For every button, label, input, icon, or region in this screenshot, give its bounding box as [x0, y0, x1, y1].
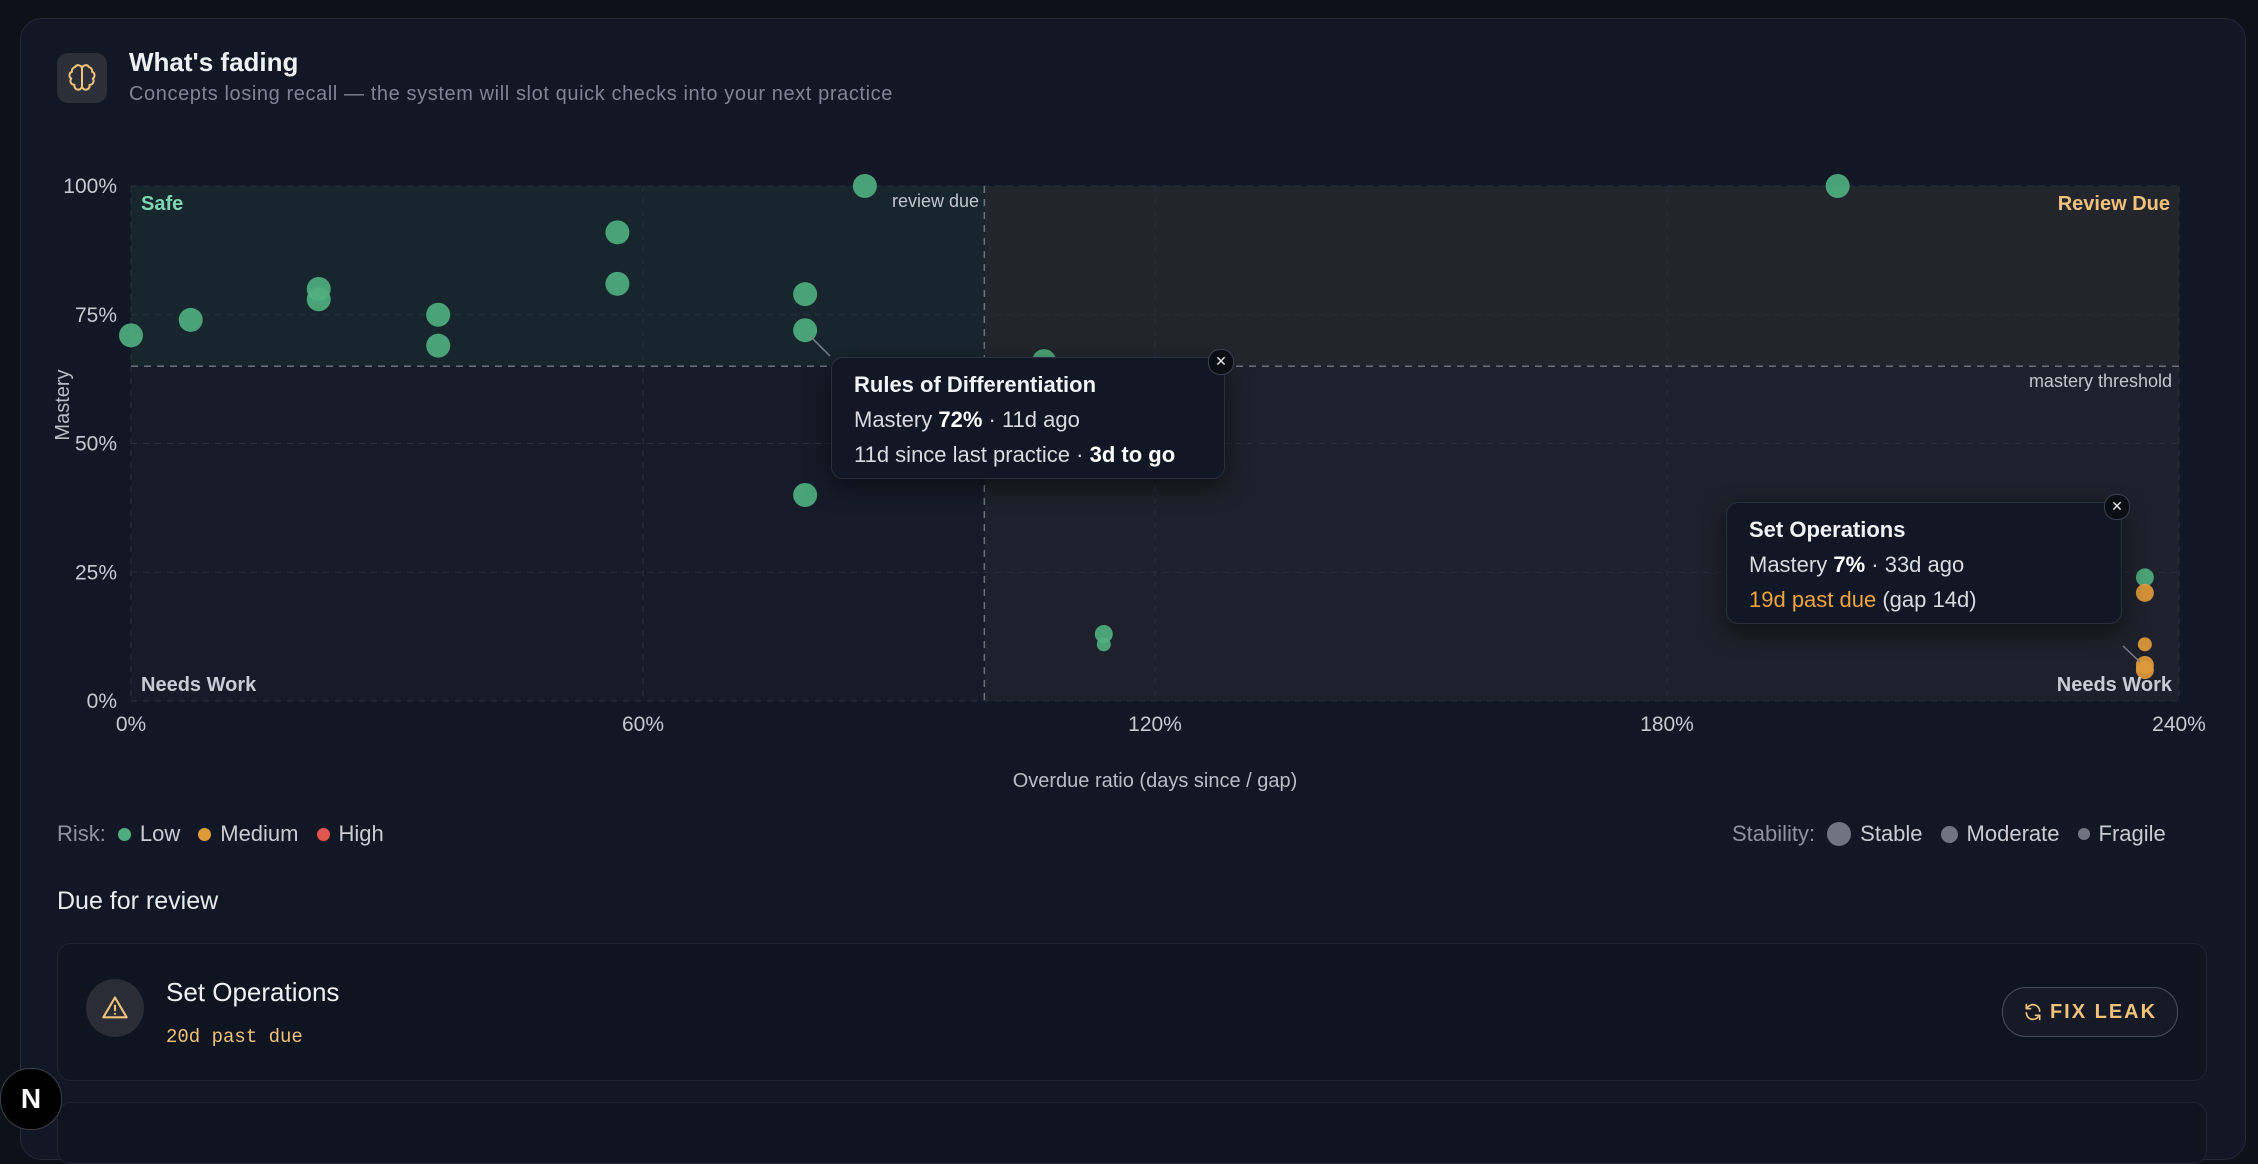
x-tick-label: 0% [116, 713, 146, 736]
page-subtitle: Concepts losing recall — the system will… [129, 83, 893, 105]
y-tick-label: 100% [63, 175, 117, 198]
tooltip-close-button[interactable]: ✕ [1208, 349, 1234, 375]
scatter-point[interactable] [605, 220, 630, 245]
stability-legend-label: Stability: [1732, 821, 1816, 846]
risk-legend-high: High [316, 821, 384, 847]
tooltip-rules-of-differentiation: Rules of Differentiation Mastery 72% · 1… [831, 357, 1225, 479]
risk-legend: Risk: Low Medium High [57, 821, 402, 847]
scatter-point[interactable] [1096, 637, 1111, 652]
scatter-point[interactable] [178, 307, 203, 332]
mastery-threshold-label: mastery threshold [2029, 371, 2172, 391]
y-tick-label: 50% [75, 433, 117, 456]
review-due-label: review due [892, 191, 979, 211]
review-item-title: Set Operations [166, 977, 340, 1007]
fix-leak-button[interactable]: FIX LEAK [2002, 987, 2178, 1037]
tooltip-title: Rules of Differentiation [854, 372, 1097, 397]
stability-legend-moderate: Moderate [1940, 821, 2060, 847]
framework-badge[interactable]: N [0, 1068, 62, 1130]
page-title: What's fading [129, 47, 299, 77]
y-axis-title: Mastery [52, 369, 74, 440]
x-tick-label: 60% [622, 713, 664, 736]
refresh-icon [2025, 1003, 2041, 1021]
scatter-point[interactable] [793, 282, 818, 307]
brain-icon [57, 53, 107, 103]
tooltip-schedule: 19d past due (gap 14d) [1749, 587, 1977, 612]
tooltip-schedule: 11d since last practice · 3d to go [854, 442, 1176, 467]
zone-label-needs-work-right: Needs Work [2057, 674, 2173, 696]
scatter-point[interactable] [605, 271, 630, 296]
risk-legend-low: Low [117, 821, 180, 847]
y-tick-label: 0% [87, 690, 117, 713]
review-item-next[interactable] [57, 1102, 2207, 1164]
zone-label-needs-work-left: Needs Work [141, 674, 257, 696]
x-tick-label: 120% [1128, 713, 1182, 736]
zone-safe [131, 186, 985, 367]
scatter-point[interactable] [2135, 568, 2154, 587]
scatter-point[interactable] [2135, 583, 2154, 602]
x-tick-label: 240% [2152, 713, 2206, 736]
zone-label-review-due: Review Due [2058, 193, 2170, 215]
risk-legend-label: Risk: [57, 821, 106, 846]
y-tick-label: 75% [75, 304, 117, 327]
scatter-point[interactable] [306, 287, 331, 312]
zone-review-due [984, 186, 2180, 367]
tooltip-mastery: Mastery 72% · 11d ago [854, 407, 1080, 432]
x-axis-title: Overdue ratio (days since / gap) [1013, 770, 1298, 792]
scatter-point[interactable] [852, 174, 877, 198]
stability-legend: Stability: Stable Moderate Fragile [1732, 821, 2166, 847]
due-for-review-heading: Due for review [57, 887, 219, 915]
zone-label-safe: Safe [141, 193, 183, 215]
tooltip-title: Set Operations [1749, 517, 1906, 542]
scatter-point[interactable] [2137, 637, 2152, 652]
y-tick-label: 25% [75, 561, 117, 584]
scatter-point[interactable] [2135, 661, 2154, 680]
warning-icon [86, 979, 144, 1037]
tooltip-close-button[interactable]: ✕ [2104, 494, 2130, 520]
scatter-point[interactable] [426, 333, 451, 358]
scatter-point[interactable] [1825, 174, 1850, 198]
tooltip-leader-2 [2122, 645, 2141, 663]
tooltip-leader-1 [809, 335, 831, 357]
x-tick-label: 180% [1640, 713, 1694, 736]
stability-legend-stable: Stable [1827, 821, 1923, 847]
review-item-set-operations[interactable]: Set Operations 20d past due FIX LEAK [57, 943, 2207, 1081]
scatter-point[interactable] [1094, 625, 1113, 644]
scatter-point[interactable] [793, 483, 818, 507]
fix-leak-label: FIX LEAK [2049, 1000, 2158, 1023]
stability-legend-fragile: Fragile [2077, 821, 2166, 847]
review-item-status: 20d past due [166, 1026, 303, 1048]
scatter-point[interactable] [426, 302, 451, 327]
tooltip-mastery: Mastery 7% · 33d ago [1749, 552, 1965, 577]
scatter-point[interactable] [119, 323, 143, 348]
risk-legend-medium: Medium [198, 821, 299, 847]
tooltip-set-operations: Set Operations Mastery 7% · 33d ago 19d … [1726, 502, 2122, 624]
